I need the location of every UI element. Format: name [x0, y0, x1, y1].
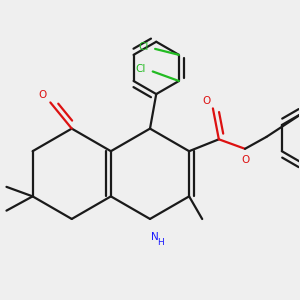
Text: O: O	[38, 90, 46, 100]
Text: O: O	[241, 154, 249, 164]
Text: H: H	[157, 238, 164, 247]
Text: Cl: Cl	[136, 64, 146, 74]
Text: O: O	[203, 96, 211, 106]
Text: N: N	[151, 232, 159, 242]
Text: Cl: Cl	[138, 41, 148, 52]
